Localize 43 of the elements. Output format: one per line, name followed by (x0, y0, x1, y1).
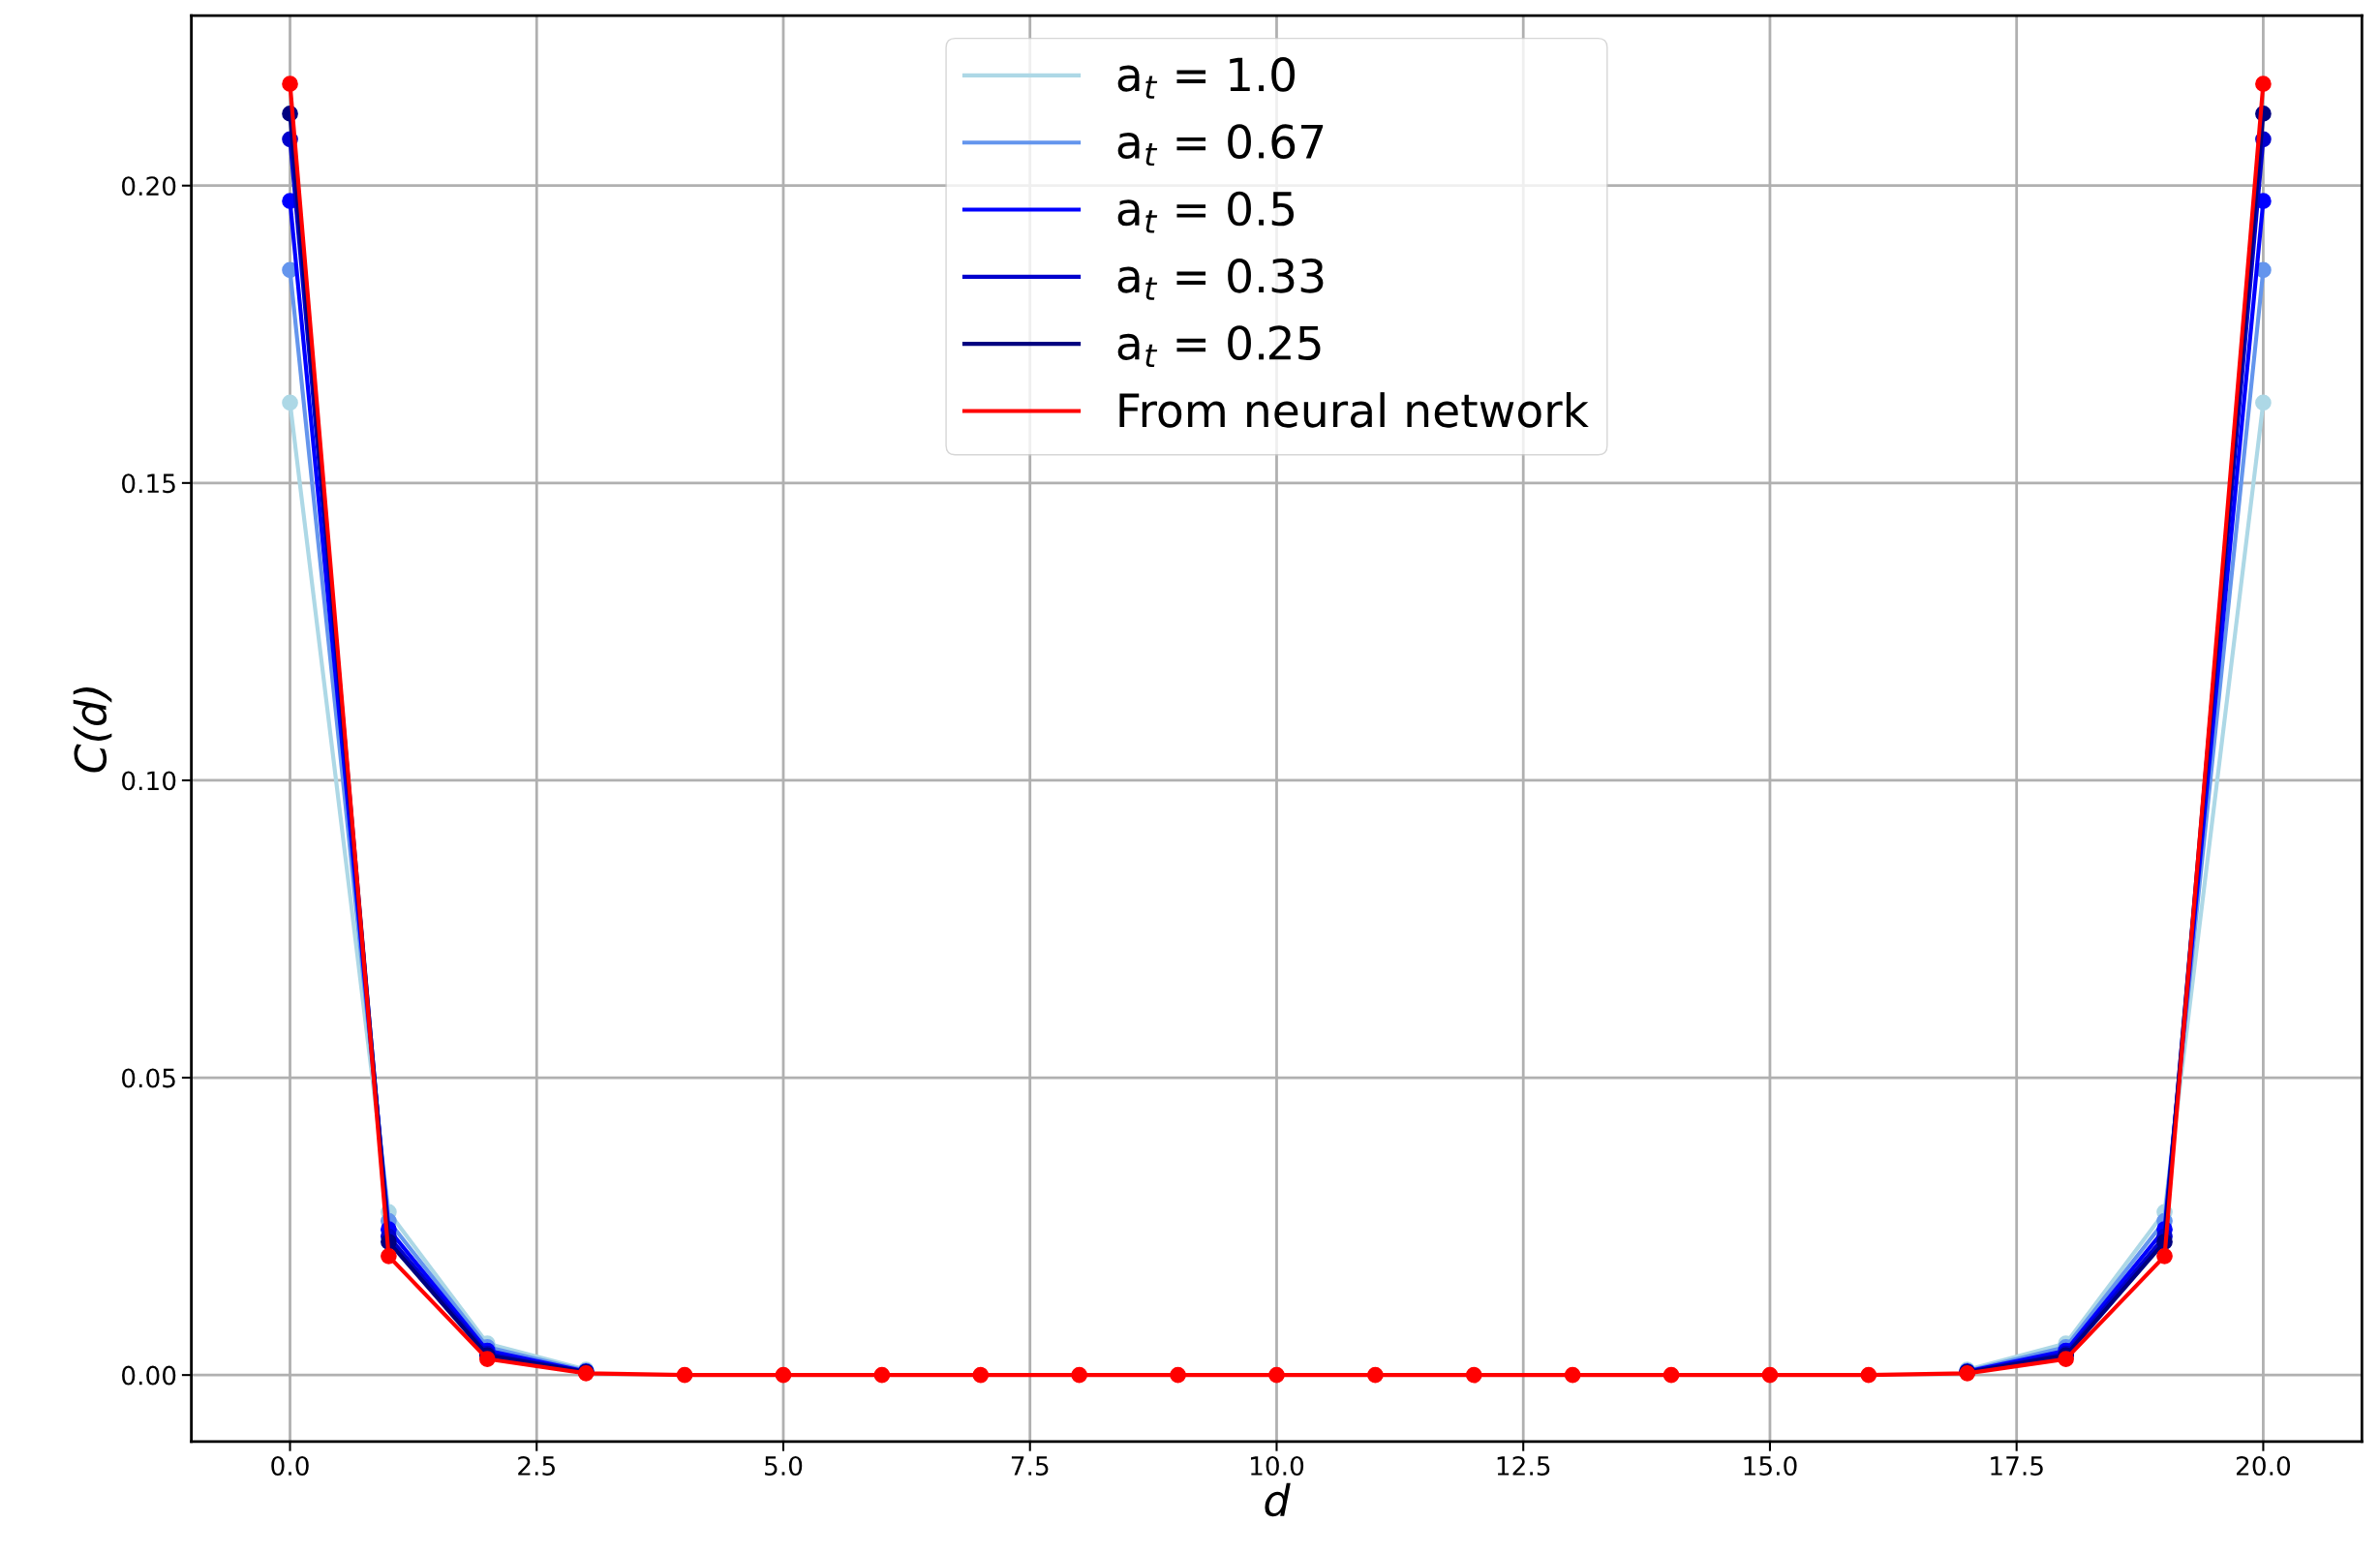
legend-label: a$_{t}$ = 0.67 (1117, 124, 1324, 167)
x-tick-label: 10.0 (1250, 1456, 1304, 1476)
point (1761, 1366, 1779, 1384)
y-tick-label: 0.05 (122, 1068, 175, 1088)
legend-label: a$_{t}$ = 0.33 (1117, 258, 1324, 300)
point (1465, 1366, 1482, 1384)
x-axis-title: d (1265, 1482, 1291, 1517)
x-tick-label: 2.5 (518, 1456, 555, 1476)
point (2058, 1351, 2074, 1367)
x-tick-label: 5.0 (765, 1456, 803, 1476)
legend-label: a$_{t}$ = 0.5 (1117, 191, 1295, 233)
point (873, 1366, 891, 1384)
point (1071, 1366, 1088, 1384)
legend-label: a$_{t}$ = 1.0 (1117, 57, 1296, 99)
x-tick-label: 15.0 (1744, 1456, 1797, 1476)
y-axis-title: C(d) (73, 687, 112, 773)
point (1268, 1366, 1285, 1384)
point (1564, 1366, 1581, 1384)
y-tick-label: 0.00 (122, 1365, 176, 1386)
point (2255, 76, 2272, 93)
legend-label: a$_{t}$ = 0.25 (1117, 325, 1321, 368)
point (1170, 1366, 1186, 1384)
x-tick-label: 17.5 (1991, 1456, 2043, 1476)
point (282, 76, 298, 93)
point (972, 1366, 990, 1384)
legend-label: From neural network (1119, 392, 1589, 428)
point (2156, 1247, 2173, 1265)
point (282, 394, 298, 411)
point (2255, 394, 2272, 411)
point (775, 1366, 792, 1384)
x-tick-label: 0.0 (271, 1456, 309, 1476)
point (381, 1247, 397, 1265)
point (478, 1351, 496, 1367)
point (1860, 1366, 1877, 1384)
point (1663, 1366, 1680, 1384)
point (1367, 1366, 1384, 1384)
y-tick-label: 0.20 (122, 176, 176, 197)
y-tick-label: 0.10 (122, 771, 176, 791)
y-tick-label: 0.15 (122, 473, 175, 494)
point (676, 1366, 693, 1384)
x-tick-label: 20.0 (2236, 1456, 2291, 1476)
x-tick-label: 7.5 (1011, 1456, 1049, 1476)
x-tick-label: 12.5 (1497, 1456, 1550, 1476)
